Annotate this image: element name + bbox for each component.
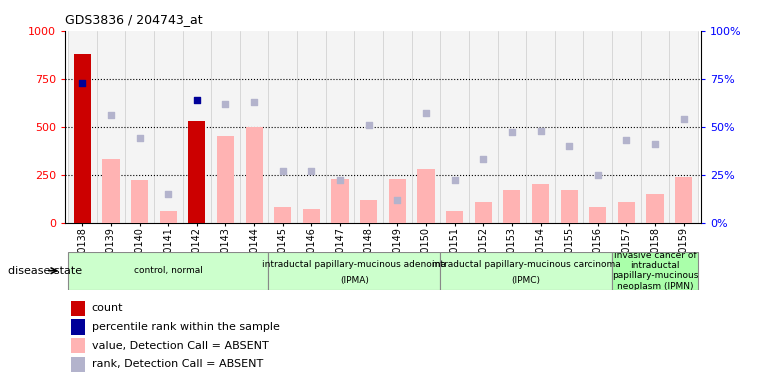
- Bar: [618, 202, 635, 223]
- Bar: [74, 54, 91, 223]
- Bar: [274, 207, 291, 223]
- Point: [420, 110, 432, 116]
- Bar: [326, 31, 355, 223]
- Bar: [246, 127, 263, 223]
- Bar: [411, 31, 440, 223]
- Bar: [154, 31, 182, 223]
- Point: [105, 112, 117, 118]
- Point: [591, 172, 604, 178]
- Bar: [561, 190, 578, 223]
- Text: (IPMC): (IPMC): [512, 276, 541, 285]
- Bar: [440, 252, 612, 290]
- Bar: [612, 252, 698, 290]
- Text: GDS3836 / 204743_at: GDS3836 / 204743_at: [65, 13, 203, 26]
- Bar: [555, 31, 584, 223]
- Text: intraductal papillary-mucinous carcinoma: intraductal papillary-mucinous carcinoma: [432, 260, 620, 270]
- Bar: [469, 31, 498, 223]
- Bar: [360, 200, 378, 223]
- Bar: [126, 31, 154, 223]
- Point: [191, 97, 203, 103]
- Point: [362, 122, 375, 128]
- Bar: [188, 121, 205, 223]
- Bar: [240, 31, 268, 223]
- Bar: [498, 31, 526, 223]
- Bar: [417, 169, 434, 223]
- Text: percentile rank within the sample: percentile rank within the sample: [92, 322, 280, 332]
- Bar: [669, 31, 698, 223]
- Text: (IPMA): (IPMA): [340, 276, 368, 285]
- Bar: [297, 31, 326, 223]
- Point: [506, 129, 518, 136]
- Point: [306, 168, 318, 174]
- Bar: [526, 31, 555, 223]
- Bar: [446, 211, 463, 223]
- Bar: [268, 31, 297, 223]
- Bar: [268, 252, 440, 290]
- Bar: [383, 31, 411, 223]
- Bar: [532, 184, 549, 223]
- Point: [535, 127, 547, 134]
- Bar: [71, 338, 86, 353]
- Bar: [589, 207, 607, 223]
- Text: count: count: [92, 303, 123, 313]
- Bar: [388, 179, 406, 223]
- Bar: [332, 179, 349, 223]
- Text: value, Detection Call = ABSENT: value, Detection Call = ABSENT: [92, 341, 269, 351]
- Point: [76, 79, 88, 86]
- Bar: [440, 31, 469, 223]
- Point: [678, 116, 690, 122]
- Point: [649, 141, 661, 147]
- Text: intraductal papillary-mucinous adenoma: intraductal papillary-mucinous adenoma: [263, 260, 447, 270]
- Point: [334, 177, 346, 184]
- Bar: [97, 31, 126, 223]
- Point: [563, 143, 575, 149]
- Bar: [68, 31, 97, 223]
- Bar: [71, 319, 86, 334]
- Bar: [131, 180, 148, 223]
- Point: [448, 177, 460, 184]
- Text: disease state: disease state: [8, 266, 82, 276]
- Bar: [675, 177, 692, 223]
- Point: [248, 99, 260, 105]
- Bar: [71, 301, 86, 316]
- Bar: [211, 31, 240, 223]
- Point: [219, 101, 231, 107]
- Text: rank, Detection Call = ABSENT: rank, Detection Call = ABSENT: [92, 359, 263, 369]
- Bar: [584, 31, 612, 223]
- Bar: [503, 190, 520, 223]
- Point: [162, 191, 175, 197]
- Text: control, normal: control, normal: [134, 266, 203, 275]
- Bar: [68, 252, 268, 290]
- Text: invasive cancer of
intraductal
papillary-mucinous
neoplasm (IPMN): invasive cancer of intraductal papillary…: [612, 251, 699, 291]
- Bar: [647, 194, 663, 223]
- Bar: [217, 136, 234, 223]
- Point: [391, 197, 404, 203]
- Bar: [71, 356, 86, 372]
- Bar: [103, 159, 119, 223]
- Bar: [159, 211, 177, 223]
- Point: [277, 168, 289, 174]
- Bar: [612, 31, 640, 223]
- Bar: [182, 31, 211, 223]
- Bar: [303, 209, 320, 223]
- Point: [620, 137, 633, 143]
- Bar: [640, 31, 669, 223]
- Bar: [355, 31, 383, 223]
- Point: [133, 135, 146, 141]
- Point: [477, 156, 489, 162]
- Bar: [475, 202, 492, 223]
